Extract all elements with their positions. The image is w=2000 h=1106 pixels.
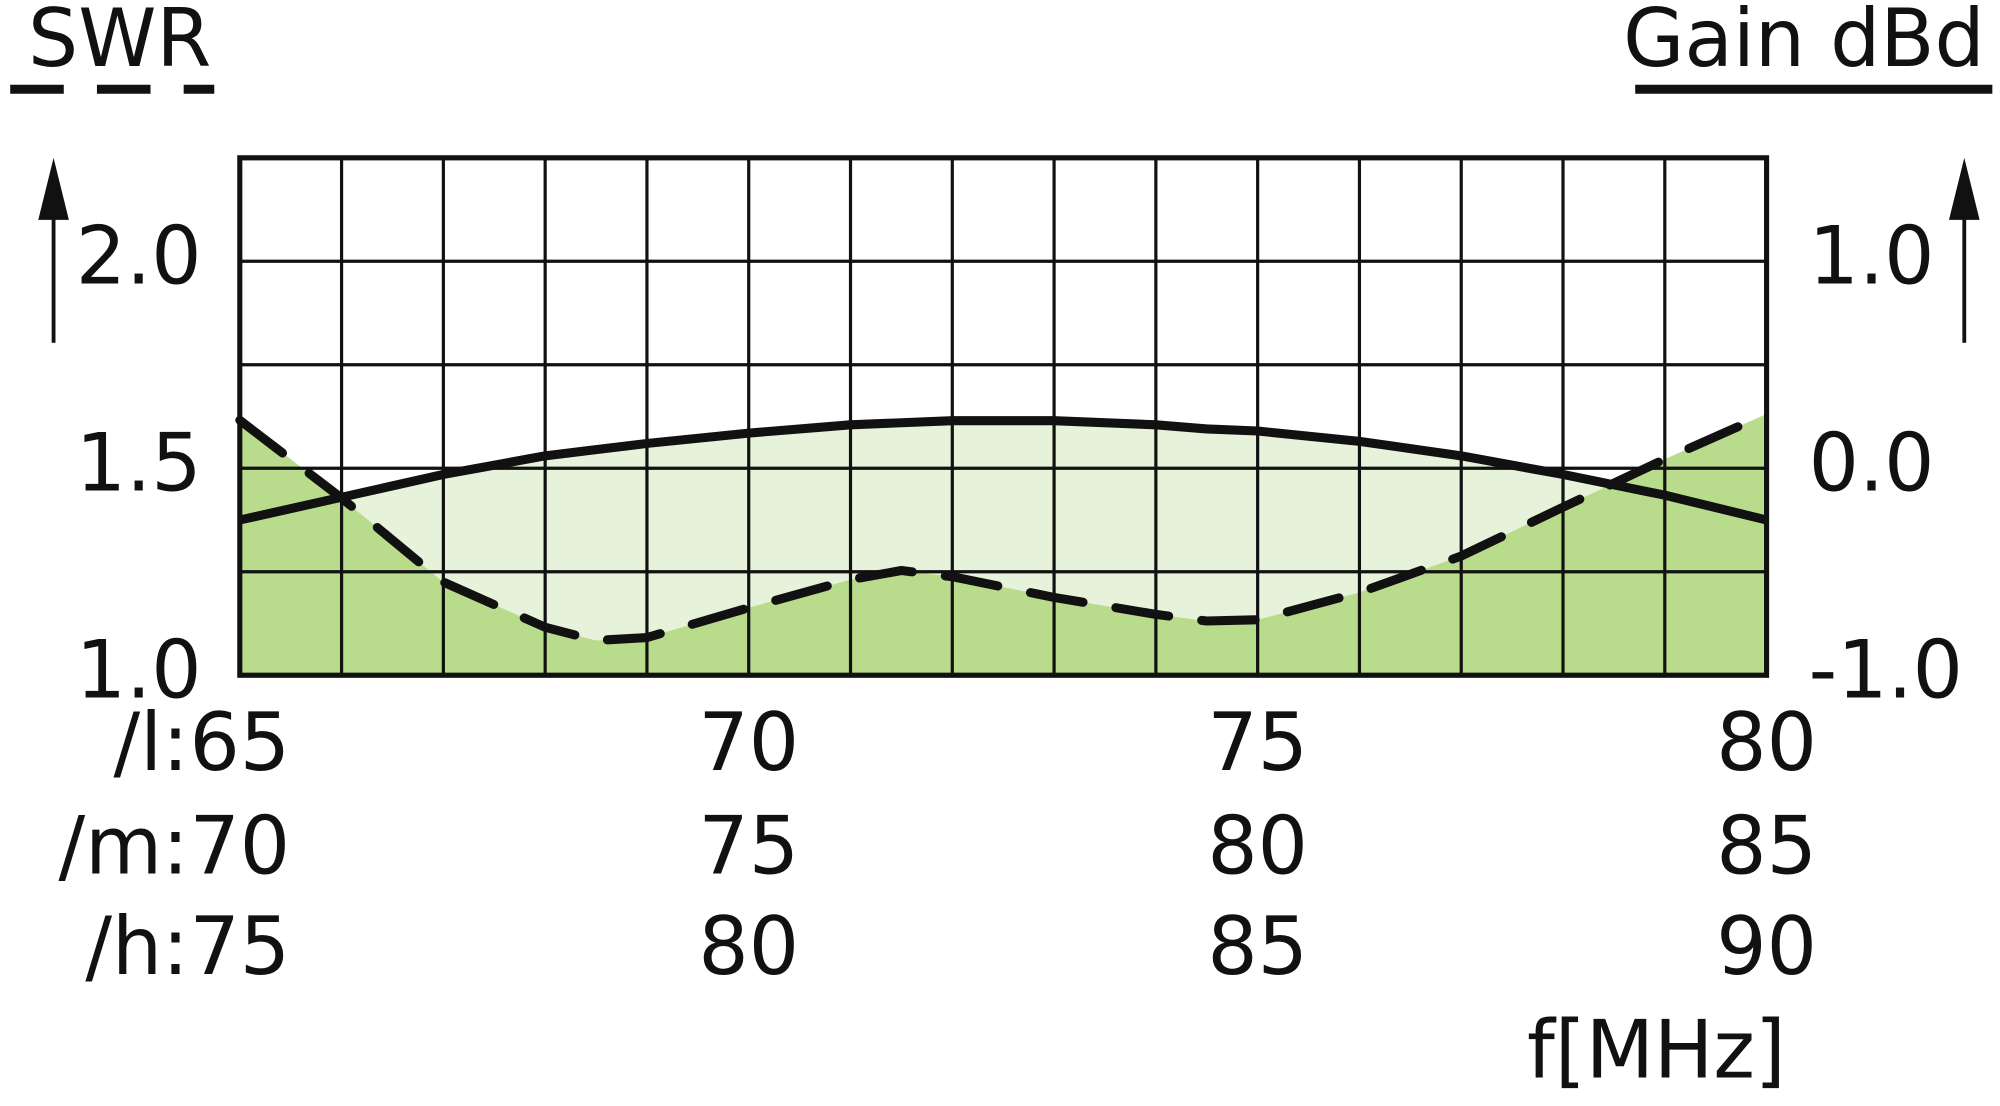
series-line xyxy=(238,416,1768,525)
x-tick-label: 65 xyxy=(189,695,290,789)
x-title: f[MHz] xyxy=(1527,1003,1786,1097)
x-tick-label: 80 xyxy=(1207,799,1308,893)
y-tick-label: 1.5 xyxy=(76,416,202,510)
y2-title: Gain dBd xyxy=(1623,0,1985,85)
area xyxy=(239,414,1767,676)
lines xyxy=(235,409,1772,645)
x-tick-label: 80 xyxy=(698,900,799,994)
y2-tick-label: 1.0 xyxy=(1809,209,1935,303)
x-tick-prefix: /m: xyxy=(58,799,188,893)
x-tick-label: 90 xyxy=(1716,900,1817,994)
x-tick-prefix: /h: xyxy=(85,900,188,994)
x-tick-label: 80 xyxy=(1716,695,1817,789)
y-title: SWR xyxy=(28,0,211,85)
x-tick-label: 75 xyxy=(1207,695,1308,789)
x-tick-label: 70 xyxy=(189,799,290,893)
y-tick-label: 2.0 xyxy=(76,209,202,303)
y-arrow-head xyxy=(38,157,69,220)
y-tick-label: 1.0 xyxy=(76,623,202,717)
x-tick-label: 85 xyxy=(1716,799,1817,893)
x-tick-label: 75 xyxy=(189,900,290,994)
grid xyxy=(237,155,1770,678)
y2-arrow-head xyxy=(1948,157,1980,220)
fills xyxy=(239,414,1767,676)
x-tick-label: 70 xyxy=(698,695,799,789)
y2-tick-label: 0.0 xyxy=(1809,416,1935,510)
series-line xyxy=(235,409,1772,645)
x-tick-label: 85 xyxy=(1207,900,1308,994)
x-tick-prefix: /l: xyxy=(114,695,189,789)
y2-tick-label: -1.0 xyxy=(1809,623,1963,717)
x-tick-label: 75 xyxy=(698,799,799,893)
